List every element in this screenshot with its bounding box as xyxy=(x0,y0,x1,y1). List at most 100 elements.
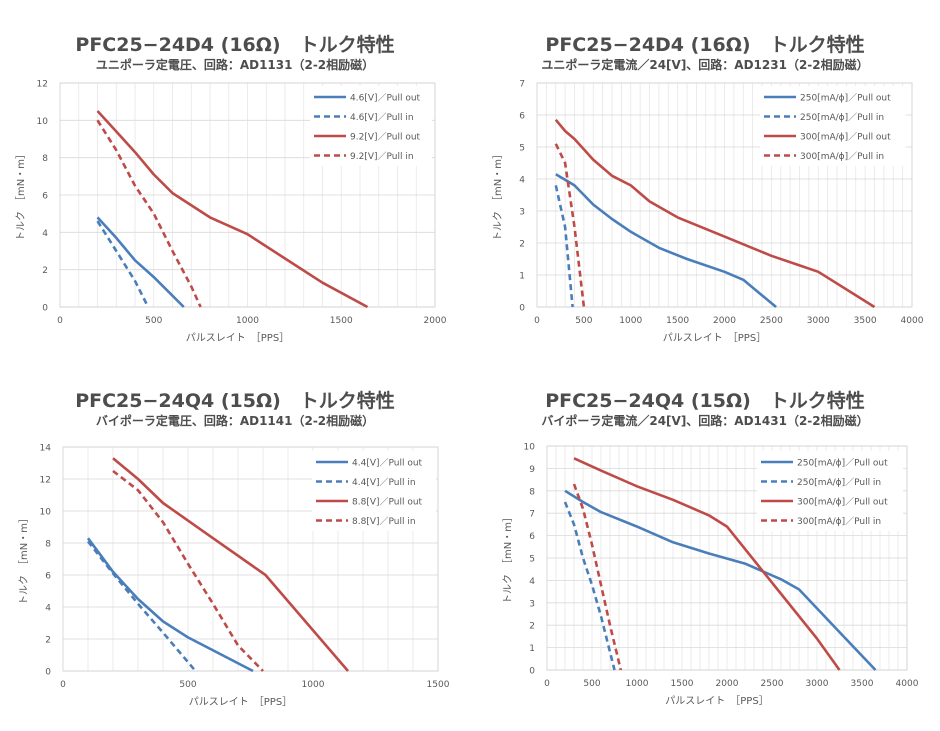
x-tick-label: 500 xyxy=(575,316,592,326)
chart-panel-2: PFC25−24Q4 (15Ω) トルク特性 バイポーラ定電圧、回路：AD114… xyxy=(0,365,470,731)
legend-entry: 250[mA/ϕ]／Pull in xyxy=(800,112,884,123)
series-line xyxy=(564,489,877,671)
x-tick-label: 1500 xyxy=(330,316,353,326)
chart-panel-1: PFC25−24D4 (16Ω) トルク特性 ユニポーラ定電流／24[V]、回路… xyxy=(470,0,940,365)
legend-entry: 300[mA/ϕ]／Pull out xyxy=(800,132,891,143)
legend-entry: 300[mA/ϕ]／Pull in xyxy=(800,151,884,162)
y-tick-label: 6 xyxy=(519,112,525,122)
y-axis-label: トルク ［mN・m］ xyxy=(18,513,30,605)
legend-entry: 4.6[V]／Pull out xyxy=(350,93,421,104)
y-tick-label: 2 xyxy=(42,266,48,276)
y-tick-label: 2 xyxy=(45,636,51,646)
chart-title: PFC25−24Q4 (15Ω) トルク特性 xyxy=(75,390,395,412)
chart-panel-0: PFC25−24D4 (16Ω) トルク特性 ユニポーラ定電圧、回路：AD113… xyxy=(0,0,470,365)
y-tick-label: 0 xyxy=(45,668,51,678)
series-line xyxy=(573,457,841,671)
chart-subtitle: バイポーラ定電流／24[V]、回路：AD1431（2-2相励磁） xyxy=(541,414,869,428)
x-tick-label: 1000 xyxy=(626,679,649,689)
legend-entry: 250[mA/ϕ]／Pull out xyxy=(797,458,888,469)
legend-entry: 8.8[V]／Pull in xyxy=(352,516,416,527)
y-tick-label: 10 xyxy=(40,508,52,518)
x-axis-label: パルスレイト ［PPS］ xyxy=(663,332,766,344)
y-tick-label: 12 xyxy=(37,80,48,90)
series-line xyxy=(96,216,185,308)
y-axis-label: トルク ［mN・m］ xyxy=(492,149,504,241)
plot-area xyxy=(546,445,908,671)
x-tick-label: 500 xyxy=(145,316,162,326)
series-line xyxy=(563,501,616,671)
legend-entry: 250[mA/ϕ]／Pull in xyxy=(797,477,881,488)
y-tick-label: 6 xyxy=(529,532,535,542)
legend-entry: 8.8[V]／Pull out xyxy=(352,497,423,508)
legend-entry: 9.2[V]／Pull out xyxy=(350,132,421,143)
legend-box xyxy=(757,451,903,531)
x-tick-label: 4000 xyxy=(896,679,919,689)
x-tick-label: 0 xyxy=(60,680,66,690)
x-tick-label: 2000 xyxy=(424,316,447,326)
y-tick-label: 4 xyxy=(45,604,51,614)
legend-entry: 250[mA/ϕ]／Pull out xyxy=(800,93,891,104)
x-tick-label: 500 xyxy=(179,680,196,690)
x-tick-label: 2000 xyxy=(713,316,736,326)
legend-box xyxy=(312,451,436,531)
series-line xyxy=(112,457,349,672)
y-tick-label: 8 xyxy=(42,154,48,164)
chart-svg: 0 1 2 3 4 5 6 7 8 9 10 0 500 1000 1500 2000 2500 3000 3500… xyxy=(502,443,919,708)
x-tick-label: 1000 xyxy=(302,680,325,690)
legend-box xyxy=(760,86,906,166)
y-tick-label: 1 xyxy=(519,272,525,282)
y-axis-label: トルク ［mN・m］ xyxy=(15,149,27,241)
x-axis-label: パルスレイト ［PPS］ xyxy=(186,332,289,344)
y-tick-label: 5 xyxy=(529,555,535,565)
x-tick-label: 0 xyxy=(57,316,63,326)
x-tick-label: 3000 xyxy=(807,316,830,326)
y-tick-label: 12 xyxy=(40,476,51,486)
chart-title: PFC25−24D4 (16Ω) トルク特性 xyxy=(545,34,865,56)
y-tick-label: 3 xyxy=(519,208,525,218)
x-tick-label: 1500 xyxy=(671,679,694,689)
y-tick-label: 14 xyxy=(40,444,52,454)
x-tick-label: 1000 xyxy=(236,316,259,326)
legend-entry: 300[mA/ϕ]／Pull in xyxy=(797,516,881,527)
chart-svg: 0 2 4 6 8 10 12 0 500 1000 1500 2000 パルスレイト ［PPS］ トルク… xyxy=(15,80,447,345)
x-tick-label: 4000 xyxy=(901,316,924,326)
series-line xyxy=(112,469,264,672)
y-tick-label: 4 xyxy=(519,176,525,186)
y-tick-label: 1 xyxy=(529,644,535,654)
x-axis-label: パルスレイト ［PPS］ xyxy=(665,695,768,707)
series-line xyxy=(554,118,876,309)
y-tick-label: 2 xyxy=(529,622,535,632)
y-tick-label: 5 xyxy=(519,144,525,154)
y-tick-label: 7 xyxy=(519,80,525,90)
series-line xyxy=(96,110,369,309)
legend-box xyxy=(310,86,432,166)
y-tick-label: 4 xyxy=(529,577,535,587)
y-tick-label: 6 xyxy=(42,192,48,202)
plot-area xyxy=(536,82,913,308)
legend-entry: 4.4[V]／Pull out xyxy=(352,458,423,469)
y-tick-label: 0 xyxy=(529,667,535,677)
x-tick-label: 0 xyxy=(544,679,550,689)
x-tick-label: 1500 xyxy=(666,316,689,326)
y-tick-label: 10 xyxy=(524,443,536,453)
y-tick-label: 9 xyxy=(529,465,535,475)
series-line xyxy=(554,185,574,308)
legend-entry: 300[mA/ϕ]／Pull out xyxy=(797,497,888,508)
series-line xyxy=(96,220,150,308)
legend-entry: 9.2[V]／Pull in xyxy=(350,151,414,162)
x-tick-label: 1000 xyxy=(619,316,642,326)
y-tick-label: 2 xyxy=(519,240,525,250)
chart-svg: 0 1 2 3 4 5 6 7 0 500 1000 1500 2000 2500 3000 3500 4000… xyxy=(492,80,924,345)
series-line xyxy=(86,540,197,672)
y-tick-label: 8 xyxy=(45,540,51,550)
chart-panel-3: PFC25−24Q4 (15Ω) トルク特性 バイポーラ定電流／24[V]、回路… xyxy=(470,365,940,731)
series-line xyxy=(572,483,623,671)
y-tick-label: 0 xyxy=(519,304,525,314)
plot-area xyxy=(59,82,436,308)
chart-subtitle: ユニポーラ定電流／24[V]、回路：AD1231（2-2相励磁） xyxy=(541,58,869,72)
x-tick-label: 2500 xyxy=(761,679,784,689)
chart-subtitle: ユニポーラ定電圧、回路：AD1131（2-2相励磁） xyxy=(95,58,375,72)
x-tick-label: 0 xyxy=(534,316,540,326)
y-tick-label: 4 xyxy=(42,229,48,239)
chart-svg: 0 2 4 6 8 10 12 14 0 500 1000 1500 パルスレイト ［PPS］ トルク ［… xyxy=(18,444,450,709)
